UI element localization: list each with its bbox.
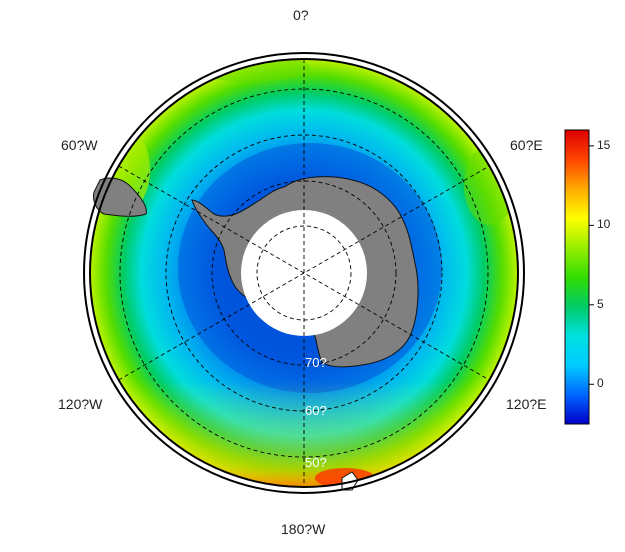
lon-label-120e: 120?E — [506, 396, 547, 412]
lat-circle-50 — [119, 88, 489, 458]
lon-label-180w: 180?W — [281, 521, 326, 537]
new-zealand-land — [341, 471, 359, 491]
lat-label-70: 70? — [305, 355, 327, 370]
map-border-outer — [83, 52, 525, 494]
lon-label-60w: 60?W — [61, 137, 98, 153]
colorbar-tick-15: 15 — [597, 137, 611, 152]
colorbar-bar — [564, 129, 590, 425]
colorbar-tick-marks — [589, 145, 594, 385]
lon-label-60e: 60?E — [510, 137, 543, 153]
meridian-120w-60e — [118, 165, 490, 381]
lat-circle-60 — [165, 134, 443, 412]
colorbar-tick-10: 10 — [597, 217, 611, 232]
graticule — [118, 59, 490, 487]
lat-circle-70 — [211, 180, 397, 366]
lat-label-50: 50? — [305, 455, 327, 470]
colorbar-tick-0: 0 — [597, 376, 604, 391]
warm-patch-north — [190, 59, 310, 82]
map-border-inner — [89, 58, 519, 488]
colorbar-tick-5: 5 — [597, 296, 604, 311]
lon-label-120w: 120?W — [58, 396, 103, 412]
lat-label-60: 60? — [305, 403, 327, 418]
lon-label-0: 0? — [293, 7, 309, 23]
